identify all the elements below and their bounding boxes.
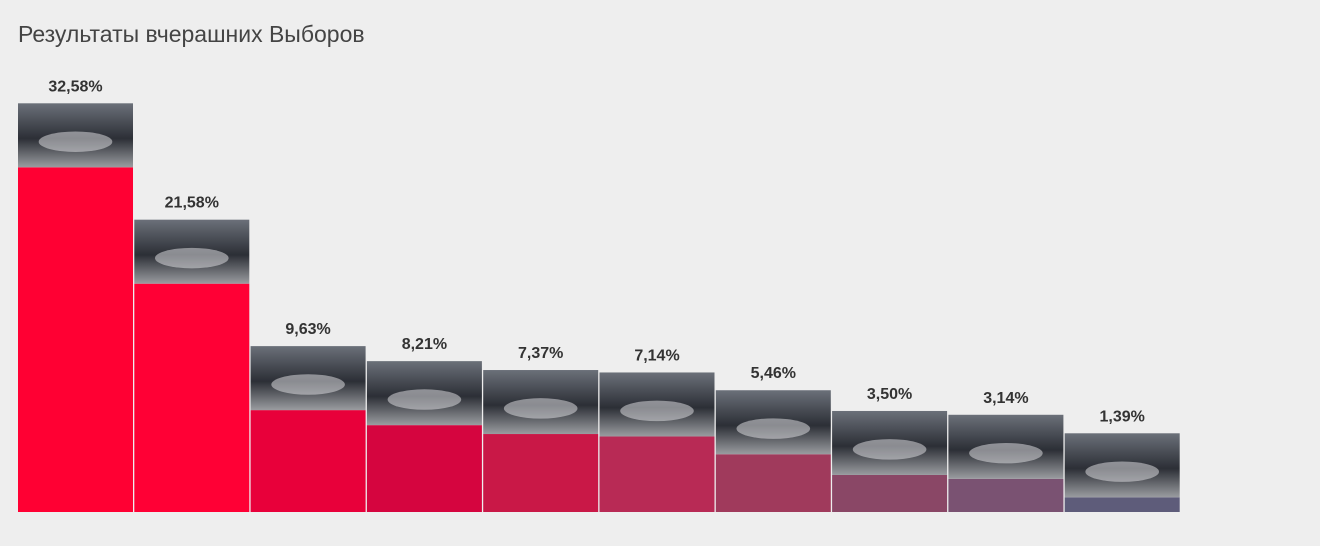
car-shape	[620, 400, 694, 422]
value-label: 5,46%	[751, 365, 796, 382]
value-label: 3,14%	[983, 390, 1028, 407]
chart-title: Результаты вчерашних Выборов	[18, 21, 365, 47]
bar	[134, 283, 250, 512]
car-shape	[969, 442, 1043, 464]
car-shape	[852, 439, 927, 460]
bar	[1064, 497, 1180, 512]
car-shape	[503, 398, 578, 419]
value-label: 1,39%	[1100, 408, 1145, 425]
car-shape	[1085, 461, 1159, 482]
value-label: 3,50%	[867, 386, 912, 403]
value-label: 8,21%	[402, 336, 447, 353]
bar	[832, 474, 948, 512]
value-label: 9,63%	[285, 321, 330, 338]
bar	[948, 478, 1064, 512]
bar	[18, 167, 133, 513]
bar	[366, 425, 482, 512]
value-label: 7,14%	[634, 347, 679, 364]
value-label: 7,37%	[518, 345, 563, 362]
bar	[483, 434, 599, 512]
car-shape	[38, 131, 113, 152]
car-shape	[736, 418, 811, 439]
bar	[250, 410, 366, 512]
car-shape	[155, 247, 229, 269]
car-shape	[271, 374, 345, 395]
value-label: 32,58%	[48, 78, 102, 95]
value-label: 21,58%	[165, 195, 219, 212]
bar	[599, 436, 715, 512]
car-shape	[387, 389, 462, 410]
bar	[715, 454, 831, 512]
